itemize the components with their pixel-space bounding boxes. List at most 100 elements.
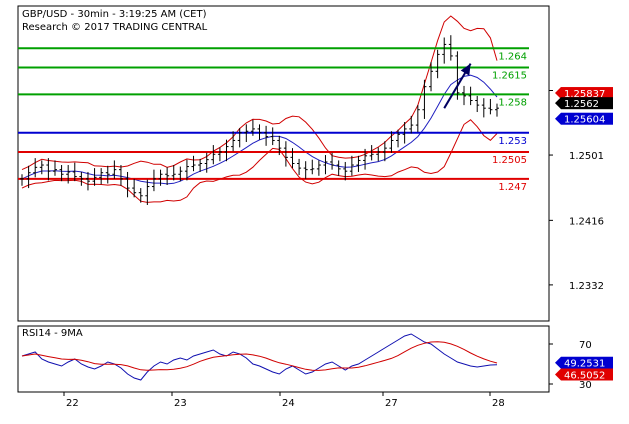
price-bar (409, 115, 414, 134)
price-bar (125, 171, 130, 198)
price-tag-text: 1.2562 (564, 99, 599, 110)
level-label: 1.2615 (492, 70, 527, 81)
price-bar (290, 148, 295, 169)
price-bar (112, 160, 117, 179)
price-bar (217, 147, 222, 162)
price-bar (481, 98, 486, 118)
price-bar (455, 51, 460, 100)
price-tag: 1.2562 (555, 97, 613, 110)
price-bar (105, 165, 110, 184)
price-bar (475, 95, 480, 113)
price-bar (26, 165, 31, 189)
price-bar (283, 141, 288, 167)
price-bar (224, 139, 229, 162)
price-bar (178, 166, 183, 182)
price-bar (396, 129, 401, 148)
rsi-tag-box (561, 356, 613, 369)
price-bar (118, 165, 123, 186)
price-bar (343, 161, 348, 181)
forecast-arrow-head (460, 63, 471, 76)
price-bar (303, 161, 308, 179)
chart-subtitle: Research © 2017 TRADING CENTRAL (22, 22, 208, 33)
price-bar (20, 174, 24, 186)
price-bar (363, 148, 368, 170)
level-label: 1.247 (498, 182, 527, 193)
price-bar (92, 168, 97, 186)
rsi-tag: 49.2531 (555, 356, 613, 370)
price-bar (66, 165, 71, 184)
price-bar (145, 179, 150, 205)
price-bar (191, 155, 196, 172)
price-tag-pointer (555, 87, 561, 100)
time-axis-ticks: 22 23 24 27 28 (63, 392, 505, 409)
price-bar (151, 169, 156, 192)
price-bar (356, 155, 361, 172)
price-bar (415, 105, 420, 132)
price-bar (244, 124, 249, 142)
price-bar (442, 37, 447, 64)
forecast-arrow (443, 63, 472, 109)
price-bar (349, 155, 354, 176)
price-bar (495, 103, 499, 117)
price-bar (330, 152, 335, 170)
price-tick-label: 1.2332 (569, 281, 604, 292)
chart-title: GBP/USD - 30min - 3:19:25 AM (CET) (22, 9, 207, 20)
price-tag-text: 1.25837 (564, 89, 605, 100)
price-bar (59, 165, 64, 182)
price-bar (237, 128, 242, 148)
rsi-tag: 46.5052 (555, 368, 613, 381)
price-bar (369, 145, 374, 161)
price-tag: 1.25604 (555, 112, 613, 126)
price-bar (376, 147, 381, 162)
price-bar (99, 168, 104, 185)
price-bar (158, 169, 163, 186)
price-bar (184, 159, 189, 181)
price-bar (448, 35, 453, 61)
rsi-panel-frame (17, 325, 550, 393)
price-tag-box (561, 97, 613, 110)
price-bar (310, 159, 315, 175)
price-bar (389, 131, 394, 153)
time-tick-label: 22 (66, 398, 79, 409)
rsi-tick-label: 30 (579, 380, 592, 391)
price-bar (435, 49, 440, 79)
time-tick-label: 24 (282, 398, 295, 409)
price-bar (488, 98, 493, 115)
price-bar (198, 158, 203, 172)
time-tick-label: 23 (174, 398, 187, 409)
price-bar (39, 160, 44, 175)
price-bar (171, 165, 176, 181)
price-bar (72, 162, 77, 182)
level-label: 1.258 (498, 97, 527, 108)
level-label: 1.2505 (492, 155, 527, 166)
price-bar (211, 145, 216, 165)
time-tick-label: 27 (385, 398, 398, 409)
price-bar (204, 152, 209, 173)
price-bar (277, 135, 282, 156)
rsi-tag-pointer (555, 368, 561, 381)
price-bar (250, 119, 255, 136)
time-tick-label: 28 (492, 398, 505, 409)
price-bar (257, 124, 262, 140)
price-bar (336, 160, 341, 176)
price-tag-pointer (555, 112, 561, 125)
level-label: 1.264 (498, 51, 527, 62)
price-bar (316, 160, 321, 176)
price-tag: 1.25837 (555, 87, 613, 100)
price-tag-box (561, 112, 613, 125)
price-bar (79, 171, 84, 186)
price-bar (46, 158, 51, 181)
rsi-label: RSI14 - 9MA (22, 328, 83, 339)
price-bar (382, 141, 387, 162)
price-bar (33, 158, 38, 178)
rsi-tag-pointer (555, 356, 561, 369)
price-tag-pointer (555, 97, 561, 110)
price-tick-label: 1.2416 (569, 216, 604, 227)
price-tag-box (561, 87, 613, 100)
price-tag-text: 1.25604 (564, 115, 605, 126)
price-bars (20, 35, 499, 205)
